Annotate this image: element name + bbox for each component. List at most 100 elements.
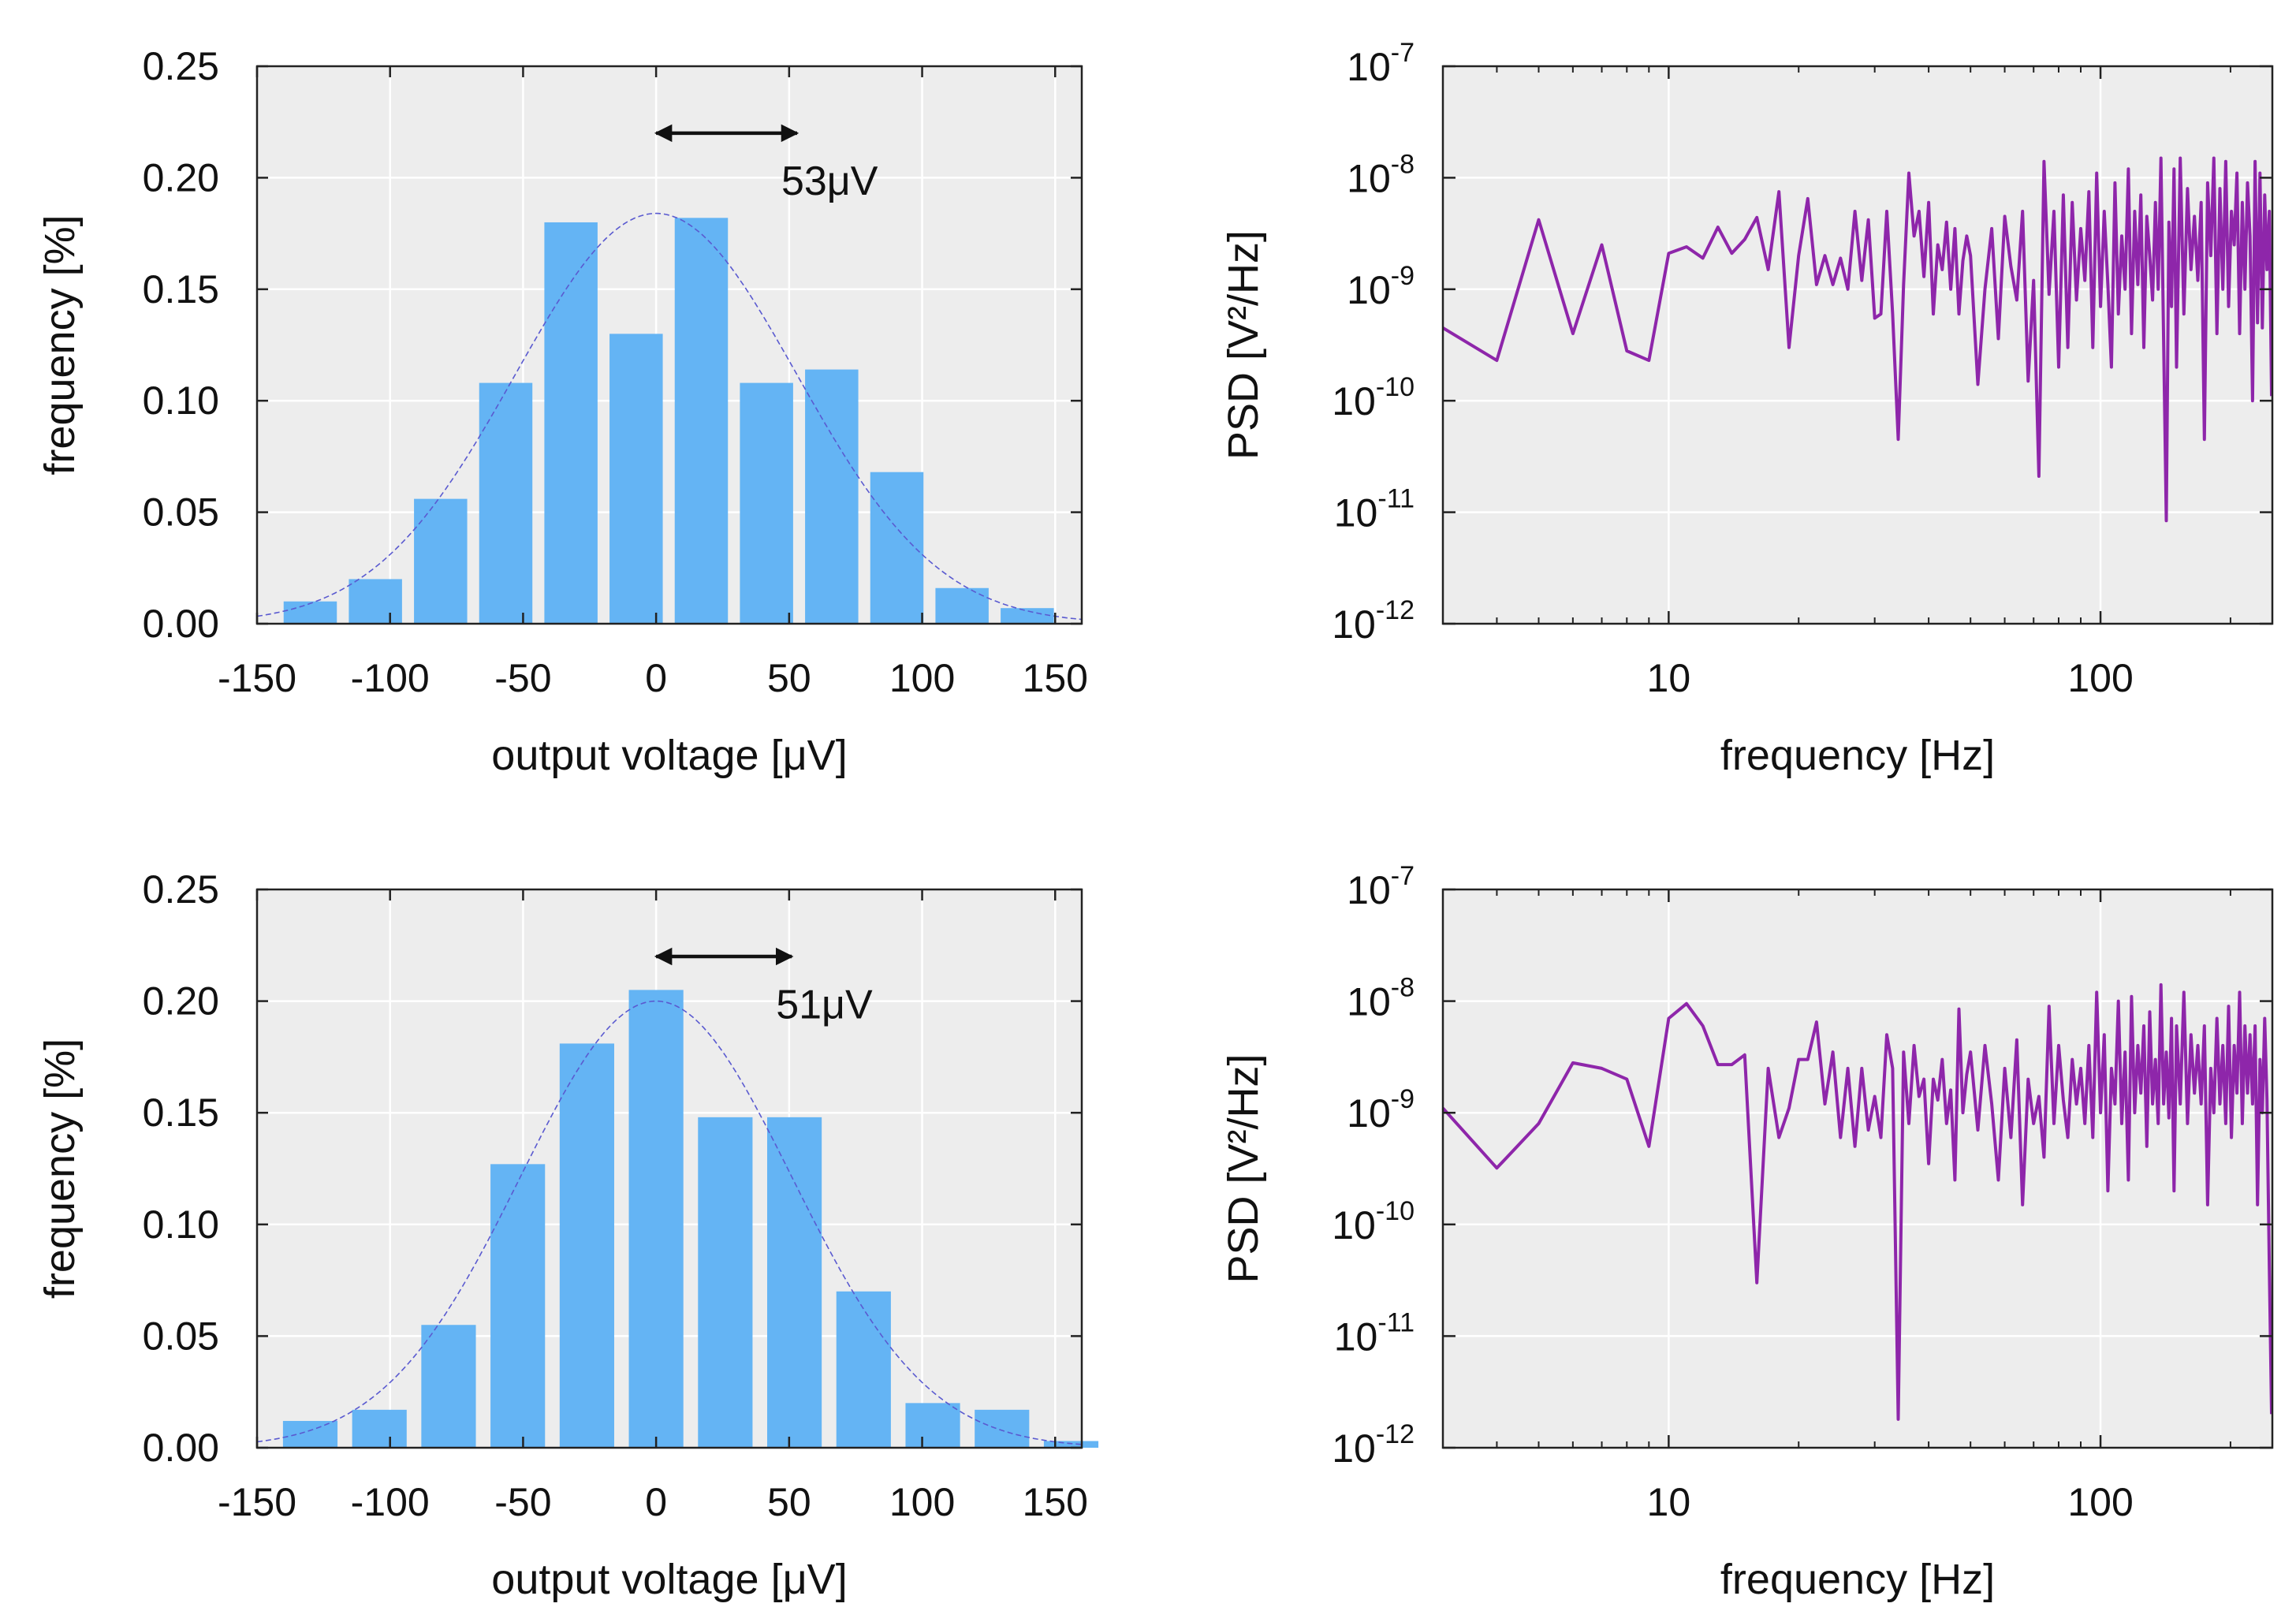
x-tick-label: -150 [218,1480,296,1524]
y-tick-label: 0.05 [143,1314,219,1358]
y-tick-label: 10-8 [1347,973,1414,1024]
histogram-bar [740,382,793,624]
psd-plot-top: 10 10010-1210-1110-1010-910-810-7frequenc… [1220,38,2274,779]
y-tick-base: 10 [1347,868,1391,912]
y-tick-exponent: -7 [1391,38,1414,68]
histogram-bar [674,218,729,625]
spread-annotation-label: 51μV [776,982,873,1027]
histogram-bar [414,498,468,624]
y-tick-label: 10-11 [1334,1307,1414,1359]
x-tick-label: -150 [218,656,296,700]
histogram-bar [559,1043,614,1448]
histogram-bottom: -150 -100 -50 0 50 100 150 0.00 0.05 0.10 0.15 0.20… [36,867,1099,1603]
y-axis-title: PSD [V²/Hz] [1220,230,1267,460]
y-tick-exponent: -10 [1376,372,1414,402]
y-tick-base: 10 [1332,1203,1376,1247]
x-tick-label: 150 [1023,656,1088,700]
gaussian-fit-curve [256,212,1083,621]
y-tick-base: 10 [1332,602,1376,647]
histogram-frame [255,888,1083,1449]
y-tick-label: 0.10 [143,378,219,423]
histogram-bar [1043,1441,1099,1448]
y-tick-label: 0.15 [143,267,219,311]
histogram-top: -150 -100 -50 0 50 100 150 0.00 0.05 0.10 0.15 0.20… [36,44,1088,779]
y-tick-label: 10-7 [1347,861,1414,912]
x-tick-label: 150 [1023,1480,1088,1524]
y-tick-label: 0.00 [143,1426,219,1470]
histogram-bar [283,601,337,624]
y-tick-label: 10-10 [1332,1196,1414,1247]
y-tick-exponent: -12 [1376,595,1414,625]
gaussian-fit-curve [256,1000,1083,1445]
x-tick-label: 10 [1647,656,1691,700]
y-tick-exponent: -8 [1391,149,1414,179]
y-tick-label: 10-9 [1347,1084,1414,1135]
psd-background [1443,66,2272,624]
x-tick-label: 0 [645,1480,667,1524]
y-tick-label: 0.15 [143,1091,219,1135]
histogram-bar [975,1409,1030,1448]
x-tick-label: 10 [1647,1480,1691,1524]
histogram-bar [767,1117,822,1448]
y-tick-label: 0.05 [143,490,219,535]
y-tick-exponent: -9 [1391,1084,1414,1114]
y-tick-exponent: -8 [1391,973,1414,1003]
x-tick-label: -100 [351,1480,430,1524]
y-tick-base: 10 [1347,980,1391,1024]
x-tick-label: 50 [767,656,811,700]
x-tick-label: -50 [494,656,551,700]
psd-background [1443,889,2272,1448]
y-axis-title: frequency [%] [36,1038,84,1299]
y-tick-base: 10 [1334,1314,1378,1359]
x-tick-label: 100 [2067,1480,2133,1524]
spread-annotation-label: 53μV [781,158,878,204]
y-tick-label: 10-12 [1332,595,1414,647]
y-tick-exponent: -12 [1376,1419,1414,1449]
histogram-bar [421,1325,476,1448]
y-tick-base: 10 [1347,1091,1391,1135]
x-tick-label: 100 [889,656,955,700]
x-tick-label: 100 [2067,656,2133,700]
y-tick-exponent: -7 [1391,861,1414,891]
histogram-bar [282,1421,338,1448]
histogram-bar [836,1291,891,1448]
y-tick-base: 10 [1347,156,1391,200]
y-tick-label: 0.20 [143,979,219,1024]
x-tick-label: -100 [351,656,430,700]
histogram-bar [628,990,684,1448]
y-tick-label: 0.00 [143,602,219,646]
histogram-bar [1001,608,1054,624]
x-axis-title: frequency [Hz] [1720,1556,1995,1603]
histogram-bar [935,587,989,624]
psd-frame [1441,65,2274,625]
y-tick-label: 0.20 [143,155,219,199]
histogram-bar [352,1409,407,1448]
y-tick-label: 10-12 [1332,1419,1414,1471]
histogram-bar [805,369,859,624]
histogram-bar [479,382,533,624]
x-tick-label: 50 [767,1480,811,1524]
y-tick-base: 10 [1334,491,1378,535]
psd-plot-bottom: 10 10010-1210-1110-1010-910-810-7frequenc… [1220,861,2274,1603]
y-tick-base: 10 [1347,268,1391,312]
y-tick-exponent: -11 [1377,1307,1414,1337]
x-tick-label: 100 [889,1480,955,1524]
y-tick-label: 10-10 [1332,372,1414,423]
histogram-bar [905,1403,960,1448]
x-axis-title: output voltage [μV] [491,732,847,779]
psd-series-line [1441,983,2273,1421]
histogram-background [257,66,1082,624]
y-tick-base: 10 [1332,1426,1376,1471]
x-tick-label: 0 [645,656,667,700]
histogram-bar [870,472,924,624]
y-tick-label: 10-9 [1347,261,1414,312]
histogram-bar [544,222,598,624]
histogram-bar [348,579,402,624]
psd-series-line [1441,156,2273,523]
x-axis-title: frequency [Hz] [1720,732,1995,779]
y-tick-exponent: -9 [1391,261,1414,291]
y-tick-label: 10-8 [1347,149,1414,200]
histogram-bar [698,1117,753,1448]
histogram-bar [490,1164,546,1448]
